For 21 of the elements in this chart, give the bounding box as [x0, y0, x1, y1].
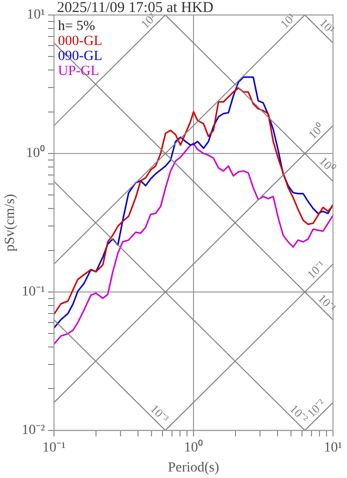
- y-tick-label: 10⁰: [26, 145, 45, 162]
- x-tick-label: 10¹: [324, 440, 342, 456]
- text: 000-GL: [58, 34, 102, 49]
- x-tick-label: 10⁻¹: [42, 440, 66, 456]
- text: 10⁰: [306, 120, 327, 142]
- text: 10¹: [277, 10, 299, 32]
- y-tick-label: 10¹: [26, 8, 45, 23]
- text: UP-GL: [58, 64, 100, 79]
- text: 10⁻¹: [304, 258, 328, 282]
- text: 10⁻¹: [315, 291, 340, 316]
- annotation: h= 5%: [58, 19, 96, 34]
- text: 10⁰: [316, 154, 338, 176]
- y-tick-label: 10⁻²: [22, 423, 45, 438]
- text: 10¹: [316, 16, 338, 37]
- x-tick-label: 10⁰: [184, 439, 203, 456]
- y-axis-title: pSv(cm/s): [3, 194, 18, 252]
- y-tick-label: 10⁻¹: [22, 284, 45, 300]
- text: 10⁻³: [148, 402, 172, 426]
- x-axis-title: Period(s): [168, 460, 220, 476]
- chart-title: 2025/11/09 17:05 at HKD: [56, 0, 214, 16]
- text: 090-GL: [58, 49, 102, 64]
